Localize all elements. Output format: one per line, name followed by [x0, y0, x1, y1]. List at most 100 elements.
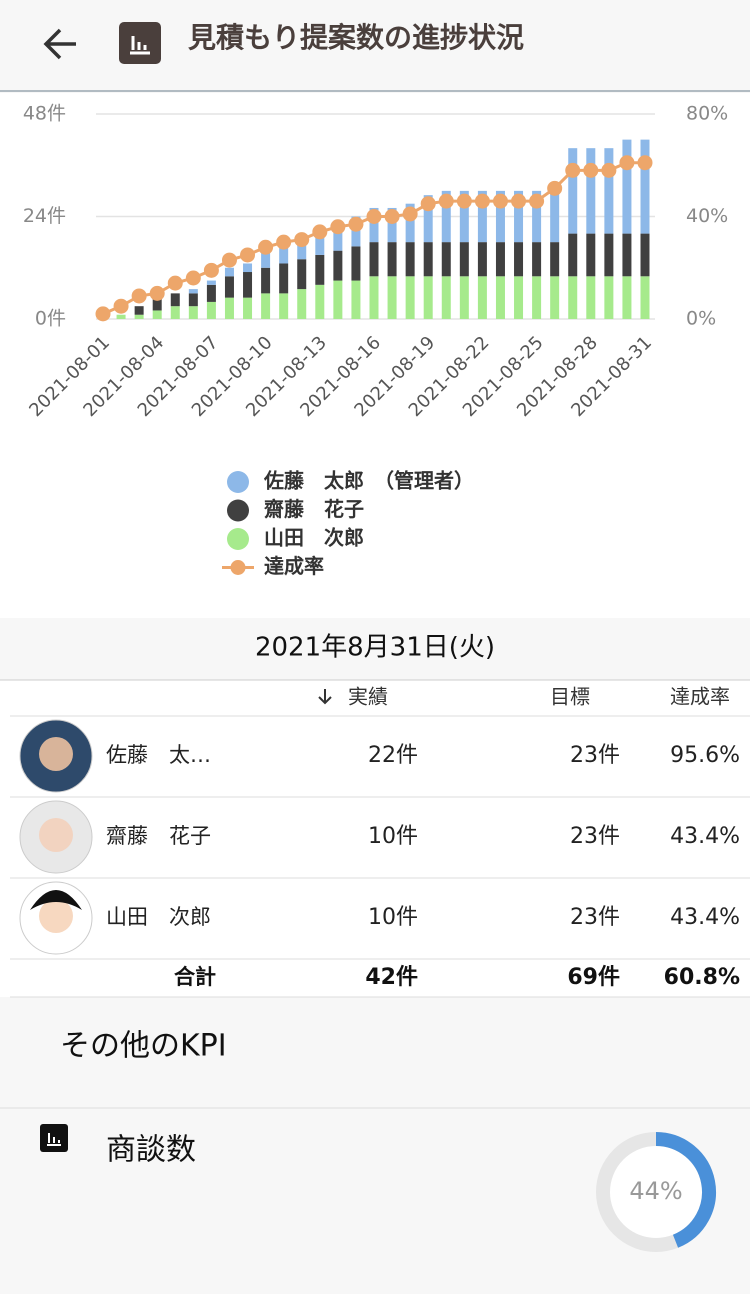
line-marker	[438, 193, 454, 209]
y-tick-label: 24件	[23, 205, 66, 227]
bar-segment	[152, 310, 162, 319]
line-marker	[565, 162, 581, 178]
bar-segment	[622, 233, 632, 277]
bar-segment	[514, 190, 524, 243]
line-marker	[240, 247, 256, 263]
line-marker	[348, 216, 364, 232]
row-value: 43.4%	[670, 824, 740, 849]
row-value: 95.6%	[670, 743, 740, 768]
line-marker	[330, 219, 346, 235]
bar-segment	[333, 280, 343, 319]
bar-segment	[170, 306, 180, 319]
line-marker	[258, 239, 274, 255]
bar-segment	[333, 250, 343, 281]
column-header: 実績	[348, 685, 388, 709]
bar-segment	[387, 207, 397, 243]
bar-segment	[604, 148, 614, 234]
bar-segment	[604, 233, 614, 277]
bar-segment	[279, 293, 289, 319]
line-marker	[511, 193, 527, 209]
row-value: 23件	[570, 905, 620, 930]
table-date: 2021年8月31日(火)	[255, 633, 495, 663]
line-marker	[583, 162, 599, 178]
line-marker	[474, 193, 490, 209]
total-value: 42件	[365, 965, 418, 990]
bar-segment	[188, 289, 198, 294]
line-marker	[131, 288, 147, 304]
bar-segment	[532, 190, 542, 243]
bar-segment	[387, 276, 397, 319]
line-marker	[492, 193, 508, 209]
line-marker	[276, 234, 292, 250]
bar-segment	[315, 254, 325, 285]
row-value: 10件	[368, 824, 418, 849]
line-marker	[637, 155, 653, 171]
bar-segment	[568, 276, 578, 319]
bar-segment	[495, 276, 505, 319]
row-value: 22件	[368, 743, 418, 768]
line-marker	[149, 285, 165, 301]
bar-segment	[459, 190, 469, 243]
bar-segment	[514, 242, 524, 277]
y-tick-label: 48件	[23, 103, 66, 125]
bar-segment	[622, 276, 632, 319]
legend-marker	[227, 528, 249, 550]
row-value: 23件	[570, 743, 620, 768]
bar-segment	[441, 190, 451, 243]
line-marker	[167, 275, 183, 291]
line-marker	[619, 155, 635, 171]
bar-segment	[495, 242, 505, 277]
bar-segment	[405, 242, 415, 277]
bar-segment	[514, 276, 524, 319]
bar-segment	[297, 259, 307, 290]
y2-tick-label: 40%	[686, 205, 728, 227]
line-marker	[294, 232, 310, 248]
bar-segment	[405, 276, 415, 319]
bar-segment	[152, 297, 162, 311]
bar-segment	[586, 148, 596, 234]
legend-marker	[227, 499, 249, 522]
row-value: 23件	[570, 824, 620, 849]
y-tick-label: 0件	[35, 308, 66, 330]
bar-segment	[441, 276, 451, 319]
bar-segment	[550, 276, 560, 319]
bar-segment	[640, 139, 650, 234]
bar-segment	[477, 242, 487, 277]
bar-segment	[297, 289, 307, 319]
line-marker	[113, 298, 129, 314]
row-value: 43.4%	[670, 905, 740, 930]
donut-label: 44%	[629, 1177, 682, 1205]
bar-segment	[369, 242, 379, 277]
bar-segment	[206, 280, 216, 285]
line-marker	[185, 270, 201, 286]
line-marker	[402, 206, 418, 222]
line-marker	[384, 209, 400, 224]
bar-segment	[423, 195, 433, 243]
legend-label: 齋藤 花子	[263, 497, 364, 521]
back-button[interactable]	[43, 28, 76, 60]
column-header: 達成率	[670, 685, 730, 709]
bar-segment	[387, 242, 397, 277]
bar-segment	[351, 280, 361, 319]
line-marker	[221, 252, 237, 268]
bar-segment	[188, 306, 198, 319]
legend-marker	[230, 560, 246, 575]
legend-label: 山田 次郎	[264, 526, 364, 550]
line-marker	[203, 262, 219, 278]
column-header: 目標	[550, 685, 590, 709]
bar-segment	[369, 207, 379, 243]
bar-segment	[477, 276, 487, 319]
sort-icon[interactable]	[318, 689, 332, 705]
kpi-section-title: その他のKPI	[60, 1029, 227, 1064]
line-marker	[456, 193, 472, 209]
avatar-face	[39, 818, 73, 852]
bar-segment	[279, 263, 289, 294]
bar-segment	[604, 276, 614, 319]
avatar-face	[39, 737, 73, 771]
bar-segment	[243, 263, 253, 273]
page-title: 見積もり提案数の進捗状況	[188, 21, 524, 54]
avatar-face	[39, 899, 73, 933]
bar-segment	[405, 203, 415, 243]
